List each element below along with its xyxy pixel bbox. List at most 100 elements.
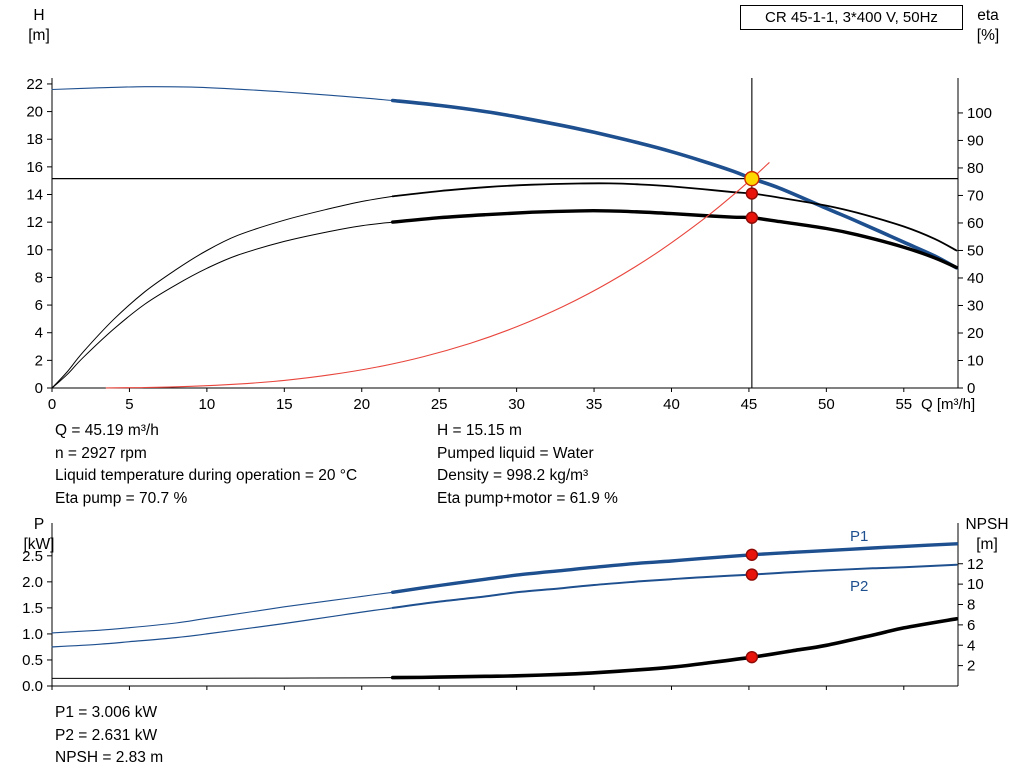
y-right-tick-label: 80 [967,160,984,177]
y-left-tick-label: 0.5 [22,652,43,669]
affinity-curve [105,162,770,389]
y-left-tick-label: 2.5 [22,548,43,565]
x-tick-label: 35 [586,396,603,413]
duty-point-p1 [745,548,759,561]
y-right-tick-label: 0 [967,380,975,397]
results-right-column: H = 15.15 m Pumped liquid = Water Densit… [437,420,618,510]
eta-axis-corner: eta [%] [962,6,1014,46]
y-right-tick-label: 10 [967,352,984,369]
p1-curve [391,542,959,594]
h-axis-unit: [m] [28,27,50,44]
y-left-tick-label: 0 [35,380,43,397]
chart-1: 0246810121416182022010203040506070809010… [26,76,992,413]
duty-point-qh [744,170,760,187]
y-left-tick-label: 20 [26,104,43,121]
p2-curve-thin [51,607,394,648]
npsh-curve-thin [51,677,394,679]
npsh-axis-label: NPSH [965,516,1009,533]
y-left-tick-label: 2 [35,352,43,369]
y-right-tick-label: 8 [967,597,975,614]
results-power-column: P1 = 3.006 kW P2 = 2.631 kW NPSH = 2.83 … [55,702,163,770]
h-axis-label: H [33,7,45,24]
x-tick-label: 50 [818,396,835,413]
y-left-tick-label: 8 [35,269,43,286]
eta-pump-motor-curve-thin [51,221,394,389]
y-right-tick-label: 20 [967,325,984,342]
p-axis-corner: P [kW] [16,515,62,555]
h-axis-corner: H [m] [16,6,62,46]
results-left-column: Q = 45.19 m³/h n = 2927 rpm Liquid tempe… [55,420,357,510]
y-right-tick-label: 90 [967,132,984,149]
y-left-tick-label: 2.0 [22,574,43,591]
y-left-tick-label: 12 [26,214,43,231]
y-right-tick-label: 10 [967,576,984,593]
y-left-tick-label: 10 [26,242,43,259]
p2-curve [391,563,958,609]
result-speed: n = 2927 rpm [55,444,147,462]
x-tick-label: 10 [199,396,216,413]
result-eta-pump: Eta pump = 70.7 % [55,489,188,507]
p-axis-label: P [33,516,45,533]
npsh-axis-corner: NPSH [m] [956,515,1018,555]
result-p1: P1 = 3.006 kW [55,704,158,721]
result-npsh: NPSH = 2.83 m [55,749,164,766]
pump-title: CR 45-1-1, 3*400 V, 50Hz [740,5,963,30]
result-liquid: Pumped liquid = Water [437,444,594,462]
eta-pump-curve [391,182,958,252]
npsh-axis-unit: [m] [976,536,998,553]
y-right-tick-label: 40 [967,270,984,287]
result-temperature: Liquid temperature during operation = 20… [55,467,358,484]
x-tick-label: 55 [895,396,912,413]
y-left-tick-label: 1.5 [22,600,43,617]
eta-pump-motor-curve [391,209,959,270]
x-tick-label: 45 [741,396,758,413]
y-right-tick-label: 30 [967,297,984,314]
y-left-tick-label: 0.0 [22,678,43,695]
duty-point-npsh [745,650,759,664]
eta-pump-curve-thin [51,195,394,389]
pump-curve-h-thin [51,86,394,102]
y-left-tick-label: 4 [35,325,43,342]
duty-point-eta-motor [745,211,759,224]
result-eta-total: Eta pump+motor = 61.9 % [437,489,618,507]
y-right-tick-label: 70 [967,187,984,204]
q-axis-label: Q [m³/h] [921,396,976,413]
result-density: Density = 998.2 kg/m³ [437,467,589,484]
duty-point-eta-pump [745,187,759,200]
npsh-curve [390,617,959,680]
y-left-tick-label: 22 [26,76,43,93]
x-tick-label: 5 [125,396,133,413]
y-left-tick-label: 6 [35,297,43,314]
p1-curve-thin [51,591,394,634]
y-left-tick-label: 14 [26,187,43,204]
pump-curve-h [390,98,959,270]
result-p2: P2 = 2.631 kW [55,726,158,744]
result-head: H = 15.15 m [437,422,522,439]
x-tick-label: 0 [48,396,56,413]
y-left-tick-label: 18 [26,131,43,148]
eta-axis-unit: [%] [976,27,1000,44]
duty-point-p2 [745,568,759,581]
result-flow: Q = 45.19 m³/h [55,422,159,439]
y-right-tick-label: 100 [967,105,992,122]
x-tick-label: 25 [431,396,448,413]
y-right-tick-label: 6 [967,617,975,634]
x-tick-label: 15 [276,396,293,413]
eta-axis-label: eta [977,7,999,24]
y-left-tick-label: 16 [26,159,43,176]
p-axis-unit: [kW] [23,536,55,553]
p2-curve-label: P2 [850,578,869,595]
x-tick-label: 30 [508,396,525,413]
y-left-tick-label: 1.0 [22,626,43,643]
x-tick-label: 20 [353,396,370,413]
chart-2: 0.0 0.5 1.0 1.5 2.0 2.5 2 4 6 8 10 12 [22,523,984,695]
y-right-tick-label: 50 [967,242,984,259]
p1-curve-label: P1 [850,528,869,545]
y-right-tick-label: 2 [967,658,975,675]
y-right-tick-label: 12 [967,556,984,573]
y-right-tick-label: 4 [967,637,975,654]
x-tick-label: 40 [663,396,680,413]
y-right-tick-label: 60 [967,215,984,232]
